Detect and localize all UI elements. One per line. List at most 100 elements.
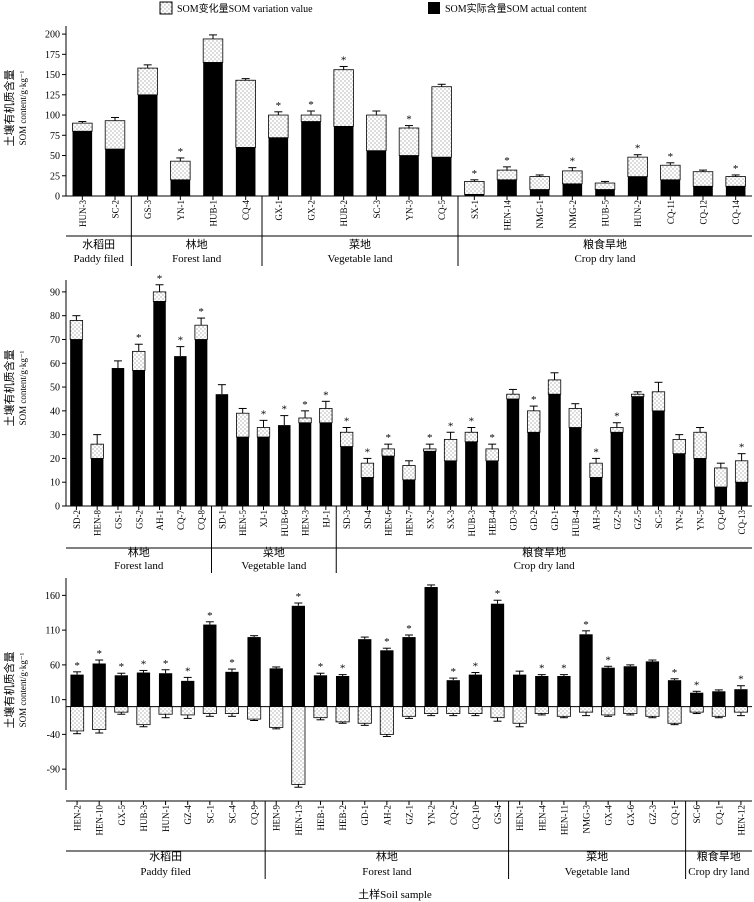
bar-variation — [360, 462, 375, 478]
significance-marker: * — [198, 306, 204, 318]
x-tick-label: HEN-13 — [294, 805, 304, 836]
bar-variation — [235, 79, 256, 148]
bar-actual — [313, 675, 328, 707]
x-tick-label: CQ-9 — [250, 805, 260, 825]
significance-marker: * — [448, 420, 454, 432]
x-tick-label: YN-2 — [675, 510, 685, 531]
bar-actual — [361, 477, 374, 506]
bar-actual — [610, 432, 624, 506]
bar-actual — [424, 587, 438, 707]
significance-marker: * — [207, 610, 213, 622]
bar-variation — [601, 706, 616, 716]
bar-variation — [300, 114, 322, 122]
x-tick-label: GZ-4 — [183, 805, 193, 825]
bar-variation — [496, 169, 518, 181]
bar-actual — [468, 674, 483, 707]
x-tick-label: SC-1 — [205, 805, 215, 824]
bar-actual — [431, 157, 452, 196]
bar-actual — [340, 446, 353, 506]
x-tick-label: HEN-11 — [559, 805, 569, 835]
significance-marker: * — [178, 146, 184, 158]
bar-variation — [291, 706, 306, 785]
bar-variation — [589, 462, 603, 478]
bar-variation — [69, 320, 84, 340]
x-tick-label: HEB-4 — [488, 510, 498, 536]
x-tick-label: CQ-7 — [176, 510, 186, 530]
significance-marker: * — [593, 446, 599, 458]
x-tick-label: CQ-8 — [197, 510, 207, 530]
y-tick-label: 160 — [45, 591, 60, 602]
y-tick-label: 50 — [50, 151, 60, 162]
x-tick-label: HJ-1 — [321, 510, 331, 528]
x-axis-label: 土样Soil sample — [358, 887, 432, 901]
significance-marker: * — [340, 663, 346, 675]
bar-actual — [136, 672, 151, 707]
bar-actual — [693, 458, 707, 506]
significance-marker: * — [163, 658, 169, 670]
significance-marker: * — [341, 54, 347, 66]
bar-actual — [660, 179, 681, 196]
bar-variation — [268, 114, 289, 139]
group-label-en: Crop dry land — [514, 560, 576, 572]
bar-variation — [170, 160, 191, 181]
x-tick-label: HEB-2 — [338, 805, 348, 831]
bar-actual — [90, 458, 104, 506]
bar-actual — [381, 456, 395, 506]
bar-variation — [627, 156, 648, 177]
x-tick-label: GX-5 — [117, 805, 127, 826]
group-label-cn: 水稻田 — [82, 238, 115, 251]
significance-marker: * — [561, 663, 567, 675]
x-tick-label: XJ-1 — [259, 510, 269, 528]
bar-actual — [714, 486, 728, 506]
bar-actual — [92, 663, 106, 707]
x-tick-label: YN-1 — [176, 200, 186, 221]
x-tick-label: HUB-2 — [339, 200, 349, 227]
y-tick-label: 60 — [50, 359, 60, 370]
x-tick-label: CQ-5 — [437, 200, 447, 220]
y-tick-label: -90 — [47, 765, 60, 776]
bar-actual — [358, 639, 372, 707]
group-label-en: Crop dry land — [688, 866, 750, 878]
bar-actual — [569, 427, 582, 506]
x-tick-label: SC-5 — [654, 510, 664, 529]
group-label-en: Vegetable land — [565, 866, 631, 878]
bar-actual — [690, 692, 704, 707]
bar-actual — [444, 460, 457, 506]
significance-marker: * — [282, 404, 288, 416]
legend-variation-label: SOM变化量SOM variation value — [177, 2, 313, 15]
bar-variation — [132, 350, 146, 371]
bar-variation — [468, 706, 483, 714]
bar-variation — [401, 706, 417, 717]
bar-actual — [278, 425, 291, 506]
x-tick-label: GD-1 — [360, 805, 370, 826]
bar-actual — [366, 150, 387, 196]
bar-actual — [181, 680, 195, 707]
group-label-cn: 菜地 — [586, 850, 608, 863]
bar-variation — [92, 706, 107, 730]
x-tick-label: HUN-3 — [78, 200, 88, 227]
bar-actual — [465, 441, 478, 506]
significance-marker: * — [635, 143, 641, 155]
x-tick-label: NMG-2 — [568, 200, 578, 229]
x-tick-label: NMG-1 — [535, 200, 545, 229]
bar-actual — [673, 453, 686, 506]
x-tick-label: HUN-1 — [161, 805, 171, 832]
bar-actual — [485, 460, 499, 506]
x-tick-label: HEN-6 — [384, 510, 394, 536]
bar-actual — [623, 666, 637, 707]
x-tick-label: GZ-1 — [405, 805, 415, 825]
x-tick-label: CQ-2 — [449, 805, 459, 825]
bar-actual — [527, 432, 540, 506]
bar-actual — [506, 398, 520, 506]
bar-actual — [225, 671, 239, 707]
bar-actual — [301, 121, 321, 196]
bar-actual — [734, 689, 748, 707]
bar-actual — [291, 605, 305, 707]
x-tick-label: NMG-3 — [582, 805, 592, 834]
x-tick-label: HEN-5 — [238, 510, 248, 536]
significance-marker: * — [495, 588, 501, 600]
bar-actual — [170, 179, 191, 196]
bar-actual — [215, 394, 229, 506]
bar-variation — [568, 408, 582, 428]
bar-actual — [72, 131, 93, 196]
